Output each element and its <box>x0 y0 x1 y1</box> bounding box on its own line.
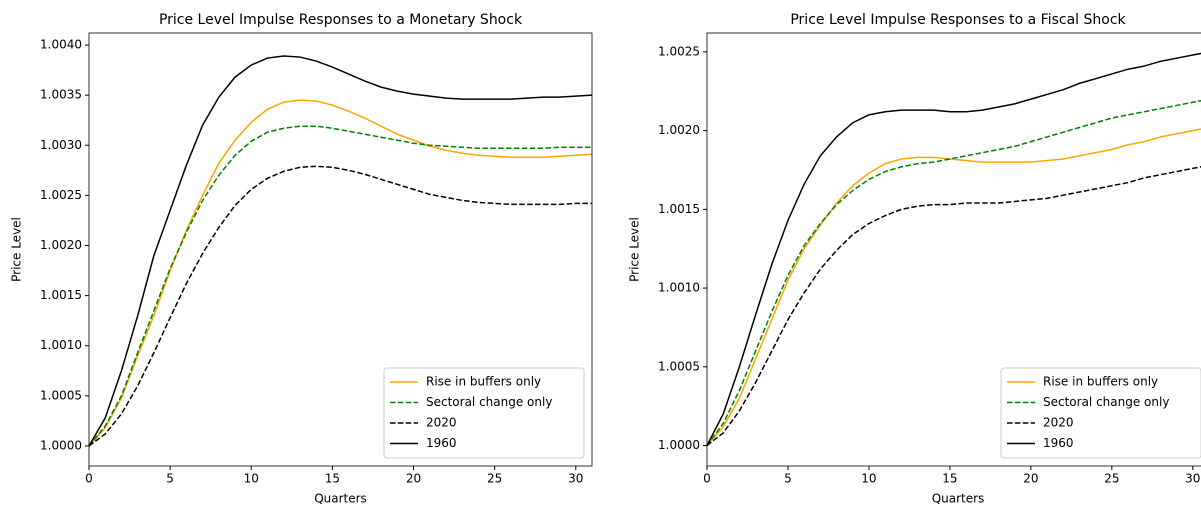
y-tick-label: 1.0010 <box>40 338 82 352</box>
x-tick-label: 5 <box>784 472 792 486</box>
x-tick-label: 10 <box>861 472 876 486</box>
chart-panel: Price Level Impulse Responses to a Fisca… <box>628 12 1201 505</box>
x-tick-label: 30 <box>1185 472 1200 486</box>
series-line <box>706 52 1201 446</box>
y-tick-label: 1.0020 <box>40 238 82 252</box>
series-line <box>706 99 1201 446</box>
x-tick-label: 15 <box>942 472 957 486</box>
y-tick-label: 1.0020 <box>658 123 700 137</box>
legend-box <box>383 367 585 459</box>
legend-label: 2020 <box>426 416 457 430</box>
legend-label: 1960 <box>426 436 457 450</box>
y-tick-label: 1.0030 <box>40 138 82 152</box>
y-tick-label: 1.0005 <box>40 388 82 402</box>
y-tick-label: 1.0010 <box>658 281 700 295</box>
legend-label: 2020 <box>1043 416 1074 430</box>
y-axis-label: Price Level <box>628 217 642 282</box>
legend-label: Sectoral change only <box>1043 395 1169 409</box>
x-tick-label: 25 <box>487 472 502 486</box>
y-tick-label: 1.0000 <box>658 438 700 452</box>
x-tick-label: 20 <box>1023 472 1038 486</box>
series-line <box>88 125 592 447</box>
legend-label: Rise in buffers only <box>426 375 541 389</box>
x-axis-label: Quarters <box>314 492 367 505</box>
legend-box <box>1000 367 1201 459</box>
x-axis-label: Quarters <box>932 492 985 505</box>
y-tick-label: 1.0015 <box>40 288 82 302</box>
chart-title: Price Level Impulse Responses to a Monet… <box>159 12 523 28</box>
legend-label: 1960 <box>1043 436 1074 450</box>
plot-frame <box>706 32 1201 467</box>
series-line <box>706 166 1201 447</box>
chart-panel: Price Level Impulse Responses to a Monet… <box>10 12 593 505</box>
x-tick-label: 15 <box>325 472 340 486</box>
x-tick-label: 30 <box>568 472 583 486</box>
x-tick-label: 25 <box>1104 472 1119 486</box>
y-tick-label: 1.0005 <box>658 359 700 373</box>
y-tick-label: 1.0040 <box>40 38 82 52</box>
legend-label: Rise in buffers only <box>1043 375 1158 389</box>
y-tick-label: 1.0000 <box>40 438 82 452</box>
legend-label: Sectoral change only <box>426 395 552 409</box>
x-tick-label: 0 <box>703 472 711 486</box>
x-tick-label: 10 <box>244 472 259 486</box>
y-axis-label: Price Level <box>10 217 24 282</box>
x-tick-label: 5 <box>166 472 174 486</box>
x-tick-label: 0 <box>85 472 93 486</box>
y-tick-label: 1.0025 <box>658 44 700 58</box>
y-tick-label: 1.0015 <box>658 202 700 216</box>
plot-frame <box>88 32 593 467</box>
chart-title: Price Level Impulse Responses to a Fisca… <box>790 12 1126 28</box>
x-tick-label: 20 <box>406 472 421 486</box>
series-line <box>88 55 593 447</box>
series-line <box>706 128 1201 447</box>
y-tick-label: 1.0035 <box>40 88 82 102</box>
y-tick-label: 1.0025 <box>40 188 82 202</box>
series-line <box>88 165 592 447</box>
